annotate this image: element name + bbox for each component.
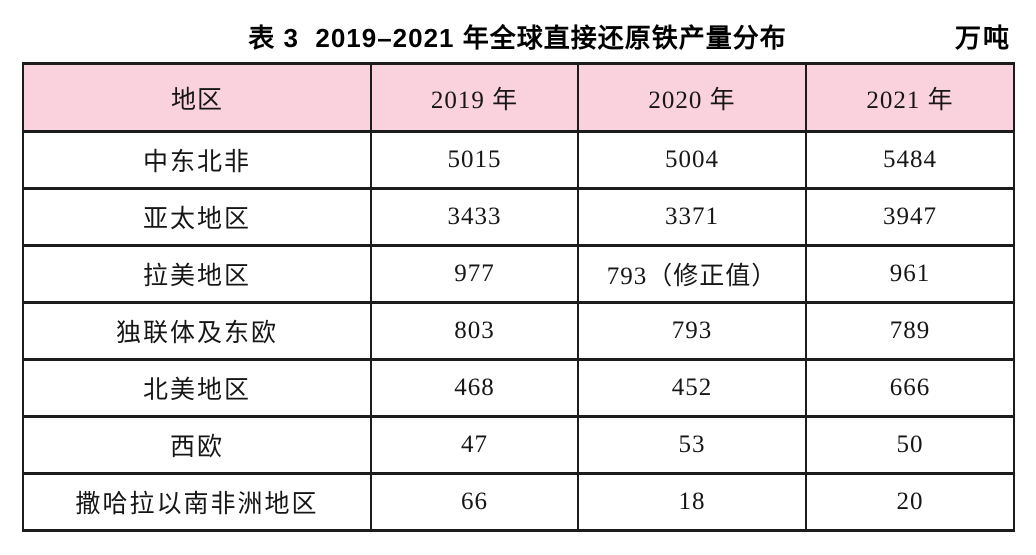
production-table: 地区 2019 年 2020 年 2021 年 中东北非 5015 5004 5…: [22, 62, 1015, 532]
value-2021: 961: [805, 244, 1015, 304]
table-row: 亚太地区 3433 3371 3947: [22, 187, 1015, 247]
col-header-2019: 2019 年: [370, 62, 579, 133]
table-row: 独联体及东欧 803 793 789: [22, 301, 1015, 361]
table-unit-label: 万吨: [954, 23, 1011, 53]
value-2021: 666: [805, 358, 1015, 418]
table-row: 北美地区 468 452 666: [22, 358, 1015, 418]
table-row: 西欧 47 53 50: [22, 415, 1015, 475]
value-2020: 3371: [577, 187, 807, 247]
table-header-row: 地区 2019 年 2020 年 2021 年: [22, 62, 1015, 133]
value-2020: 793: [577, 301, 807, 361]
table-row: 撒哈拉以南非洲地区 66 18 20: [22, 472, 1015, 532]
value-2021: 20: [805, 472, 1015, 532]
value-2021: 5484: [805, 130, 1015, 190]
value-2020: 5004: [577, 130, 807, 190]
value-2021: 50: [805, 415, 1015, 475]
table-title-row: 表 3 2019–2021 年全球直接还原铁产量分布 万吨: [22, 18, 1013, 54]
value-2019: 5015: [370, 130, 579, 190]
table-row: 中东北非 5015 5004 5484: [22, 130, 1015, 190]
value-2019: 47: [370, 415, 579, 475]
value-2020: 793（修正值）: [577, 244, 807, 304]
value-2019: 66: [370, 472, 579, 532]
region-name: 西欧: [22, 415, 372, 475]
region-name: 亚太地区: [22, 187, 372, 247]
table-title: 表 3 2019–2021 年全球直接还原铁产量分布: [248, 23, 787, 53]
value-2020: 53: [577, 415, 807, 475]
region-name: 拉美地区: [22, 244, 372, 304]
table-row: 拉美地区 977 793（修正值） 961: [22, 244, 1015, 304]
value-2019: 3433: [370, 187, 579, 247]
value-2020: 18: [577, 472, 807, 532]
region-name: 撒哈拉以南非洲地区: [22, 472, 372, 532]
value-2020: 452: [577, 358, 807, 418]
value-2021: 3947: [805, 187, 1015, 247]
col-header-2020: 2020 年: [577, 62, 807, 133]
value-2021: 789: [805, 301, 1015, 361]
col-header-region: 地区: [22, 62, 372, 133]
region-name: 独联体及东欧: [22, 301, 372, 361]
col-header-2021: 2021 年: [805, 62, 1015, 133]
value-2019: 803: [370, 301, 579, 361]
value-2019: 977: [370, 244, 579, 304]
region-name: 中东北非: [22, 130, 372, 190]
region-name: 北美地区: [22, 358, 372, 418]
value-2019: 468: [370, 358, 579, 418]
